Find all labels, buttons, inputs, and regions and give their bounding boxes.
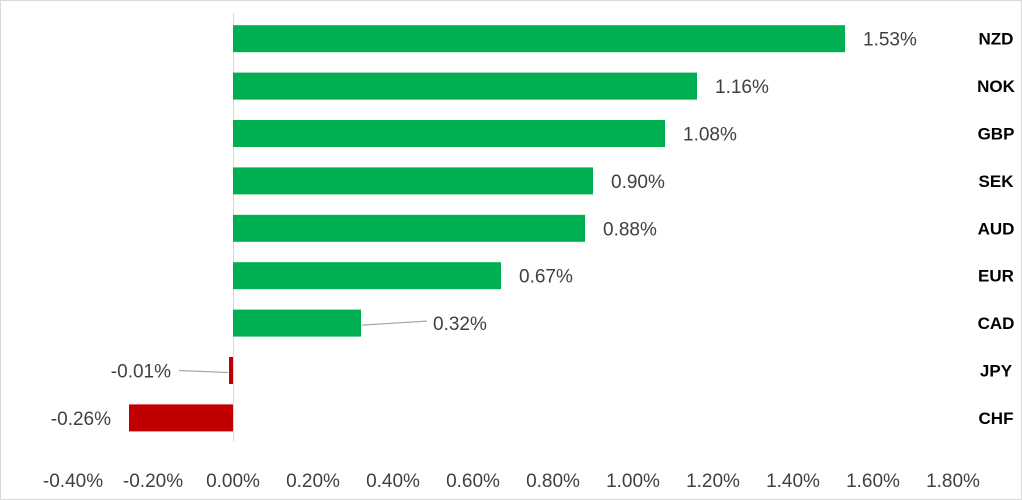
category-label-cad: CAD: [978, 314, 1015, 333]
data-label-aud: 0.88%: [603, 219, 657, 240]
bar-gbp: [233, 120, 665, 147]
data-label-nzd: 1.53%: [863, 30, 917, 51]
category-label-nzd: NZD: [979, 30, 1014, 49]
category-label-gbp: GBP: [978, 125, 1015, 144]
bar-nzd: [233, 25, 845, 53]
bar-jpy: [229, 357, 233, 384]
data-label-nok: 1.16%: [715, 77, 769, 98]
x-tick-label: -0.40%: [43, 471, 103, 492]
x-tick-label: 0.00%: [206, 471, 260, 492]
bar-sek: [233, 167, 593, 195]
bar-nok: [233, 72, 697, 100]
x-tick-label: 1.40%: [766, 471, 820, 492]
leader-line-jpy: [178, 369, 229, 374]
data-label-eur: 0.67%: [519, 267, 573, 288]
x-tick-label: 0.60%: [446, 471, 500, 492]
bar-aud: [233, 214, 585, 242]
x-tick-label: 0.20%: [286, 471, 340, 492]
x-tick-label: 1.60%: [846, 471, 900, 492]
x-tick-label: 1.20%: [686, 471, 740, 492]
data-label-chf: -0.26%: [51, 409, 111, 430]
data-label-jpy: -0.01%: [111, 362, 171, 383]
data-label-gbp: 1.08%: [683, 125, 737, 146]
x-tick-label: 0.80%: [526, 471, 580, 492]
category-label-eur: EUR: [978, 267, 1014, 286]
bar-eur: [233, 262, 501, 290]
bar-cad: [233, 309, 361, 337]
category-label-sek: SEK: [979, 172, 1015, 191]
category-label-jpy: JPY: [980, 362, 1013, 381]
category-label-nok: NOK: [977, 77, 1016, 96]
x-tick-label: -0.20%: [123, 471, 183, 492]
data-label-cad: 0.32%: [433, 314, 487, 335]
bar-chf: [129, 404, 233, 432]
data-label-sek: 0.90%: [611, 172, 665, 193]
x-tick-label: 1.00%: [606, 471, 660, 492]
leader-line-cad: [361, 320, 428, 326]
category-label-aud: AUD: [978, 219, 1015, 238]
category-label-chf: CHF: [979, 409, 1014, 428]
x-tick-label: 0.40%: [366, 471, 420, 492]
x-tick-label: 1.80%: [926, 471, 980, 492]
